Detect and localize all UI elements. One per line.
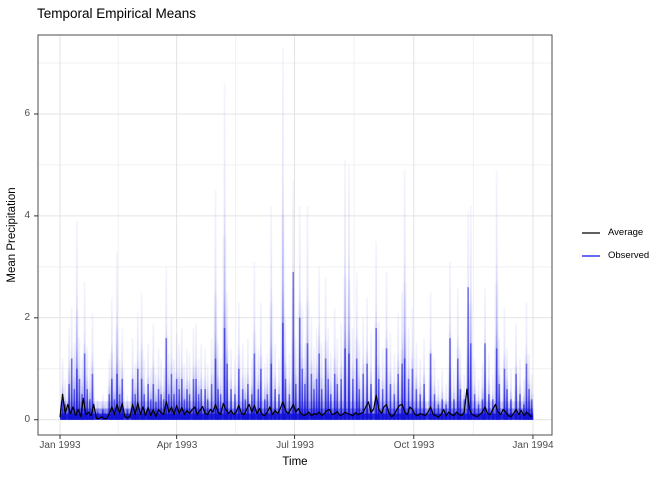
- chart-title: Temporal Empirical Means: [37, 6, 197, 21]
- x-tick-label-apr1993: Apr 1993: [156, 440, 198, 451]
- legend-item-average: Average: [581, 221, 649, 244]
- y-tick-label-2: 2: [24, 312, 30, 323]
- y-axis-title: Mean Precipitation: [6, 187, 18, 283]
- x-tick-label-jan1994: Jan 1994: [512, 440, 554, 451]
- x-axis-title: Time: [282, 456, 308, 468]
- y-tick-label-6: 6: [24, 108, 30, 119]
- y-tick-label-0: 0: [24, 414, 30, 425]
- observed-line-key-icon: [582, 254, 600, 257]
- legend-label-observed: Observed: [608, 250, 650, 261]
- legend-item-observed: Observed: [581, 244, 649, 267]
- x-tick-label-jan1993: Jan 1993: [39, 440, 81, 451]
- legend: Average Observed: [581, 221, 649, 267]
- x-tick-label-jul1993: Jul 1993: [276, 440, 314, 451]
- legend-label-average: Average: [608, 227, 644, 238]
- y-tick-label-4: 4: [24, 210, 30, 221]
- average-line-key-icon: [582, 231, 600, 234]
- x-tick-label-oct1993: Oct 1993: [393, 440, 435, 451]
